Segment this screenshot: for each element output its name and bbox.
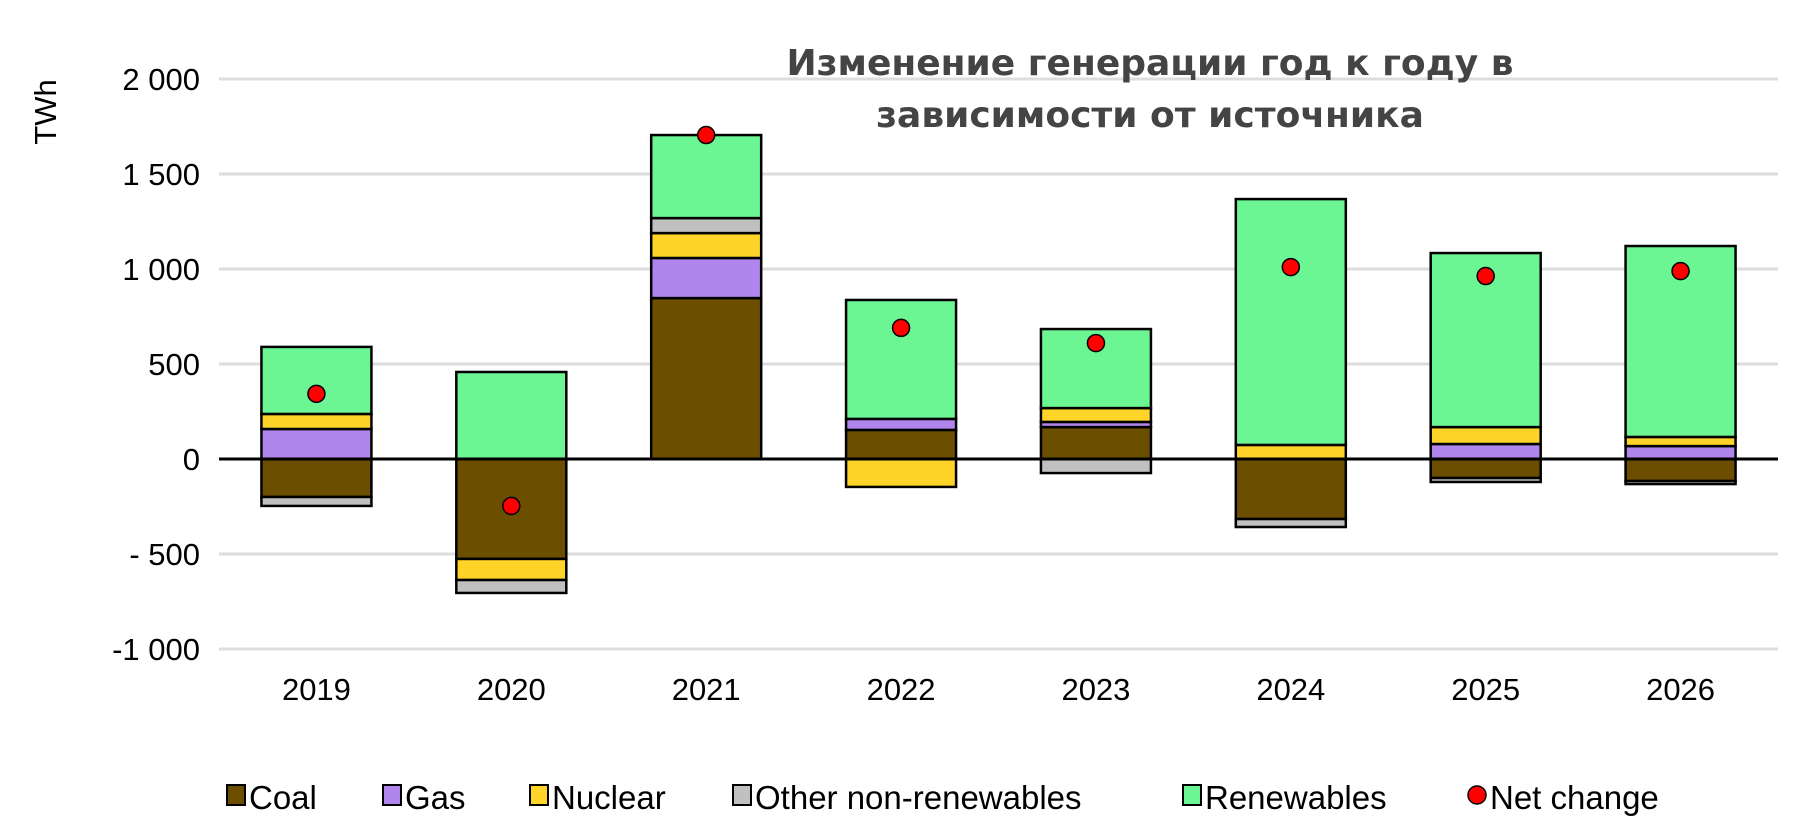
net-change-point-2020 [502, 496, 521, 516]
legend-swatch-renewables [1182, 784, 1202, 806]
y-tick-label: 0 [183, 442, 200, 477]
gridlines [219, 77, 1778, 651]
chart-title-line-2: зависимости от источника [876, 95, 1424, 136]
bar-segment-coal-2024 [1234, 457, 1348, 521]
legend-swatch-nuclear [529, 784, 549, 806]
y-tick-label: 2 000 [122, 62, 200, 97]
bar-segment-coal-2025 [1429, 457, 1542, 480]
bar-segment-nuclear-2026 [1624, 435, 1737, 448]
net-change-point-2022 [891, 318, 911, 338]
legend-swatch-other-non-renewables [732, 784, 752, 806]
bar-segment-nuclear-2020 [455, 557, 568, 582]
bar-segment-gas-2022 [844, 417, 958, 432]
bar-segment-nuclear-2023 [1039, 406, 1153, 424]
legend-label: Renewables [1205, 779, 1387, 816]
net-change-point-2019 [307, 384, 326, 404]
legend-swatch-net-change [1467, 785, 1487, 805]
legend-label: Coal [249, 779, 317, 816]
bar-segment-other-non-renewables-2026 [1624, 479, 1737, 486]
bar-segment-coal-2026 [1624, 457, 1737, 483]
x-tick-label: 2020 [477, 672, 546, 707]
bar-segment-nuclear-2025 [1429, 425, 1542, 446]
net-change-point-2024 [1281, 257, 1301, 277]
bar-segment-other-non-renewables-2025 [1429, 476, 1542, 484]
legend-label: Net change [1490, 779, 1659, 816]
y-axis-label: TWh [28, 79, 63, 144]
legend-label: Gas [405, 779, 466, 816]
bar-segment-renewables-2024 [1234, 197, 1348, 447]
bar-segment-renewables-2022 [844, 298, 958, 421]
y-tick-label: 1 000 [122, 252, 200, 287]
legend-swatch-gas [382, 784, 402, 806]
x-tick-label: 2021 [672, 672, 741, 707]
net-change-point-2021 [696, 125, 716, 145]
bar-segment-nuclear-2021 [649, 231, 763, 260]
y-tick-label: 500 [148, 347, 200, 382]
x-tick-label: 2026 [1646, 672, 1715, 707]
bar-segment-other-non-renewables-2020 [455, 578, 568, 595]
bars [260, 133, 1737, 595]
y-tick-label: -1 000 [112, 632, 200, 667]
bar-segment-gas-2025 [1429, 442, 1542, 461]
bar-segment-other-non-renewables-2024 [1234, 517, 1348, 529]
legend-label: Nuclear [552, 779, 666, 816]
bar-segment-gas-2021 [649, 256, 763, 300]
bar-segment-coal-2019 [260, 457, 373, 499]
bar-segment-other-non-renewables-2019 [260, 495, 373, 508]
legend-swatch-coal [226, 784, 246, 806]
x-tick-label: 2024 [1256, 672, 1325, 707]
bar-segment-renewables-2021 [649, 133, 763, 220]
legend: Coal Gas Nuclear Other non-renewables Renewa… [226, 779, 1659, 816]
net-change-point-2026 [1671, 261, 1690, 281]
net-change-points [307, 125, 1690, 516]
bar-segment-nuclear-2024 [1234, 443, 1348, 461]
bar-segment-gas-2019 [260, 427, 373, 461]
y-tick-label: 1 500 [122, 157, 200, 192]
bar-segment-renewables-2020 [455, 370, 568, 461]
x-tick-label: 2019 [282, 672, 351, 707]
legend-label: Other non-renewables [755, 779, 1082, 816]
x-tick-label: 2022 [867, 672, 936, 707]
bar-segment-gas-2026 [1624, 444, 1737, 461]
net-change-point-2023 [1086, 333, 1106, 353]
net-change-point-2025 [1476, 266, 1495, 286]
y-axis-ticks: 2 000 1 500 1 000 500 0 - 500 -1 000 [112, 62, 200, 667]
y-tick-label: - 500 [129, 537, 200, 572]
bar-segment-coal-2023 [1039, 425, 1153, 461]
x-axis-ticks: 2019 2020 2021 2022 2023 2024 2025 2026 [282, 672, 1715, 707]
bar-segment-other-non-renewables-2023 [1039, 457, 1153, 475]
bar-segment-renewables-2019 [260, 345, 373, 416]
bar-segment-nuclear-2022 [844, 457, 958, 489]
bar-segment-coal-2022 [844, 428, 958, 461]
x-tick-label: 2025 [1451, 672, 1520, 707]
bar-segment-nuclear-2019 [260, 412, 373, 431]
chart-title-line-1: Изменение генерации год к году в [787, 43, 1514, 84]
bar-segment-coal-2021 [649, 296, 763, 461]
x-tick-label: 2023 [1061, 672, 1130, 707]
bar-segment-other-non-renewables-2021 [649, 216, 763, 235]
